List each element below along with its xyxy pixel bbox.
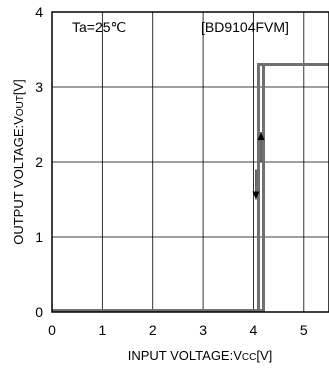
y-tick-label: 1 bbox=[35, 229, 43, 245]
x-axis-label-sub: CC bbox=[242, 352, 256, 363]
x-tick-label: 0 bbox=[48, 322, 56, 338]
x-tick-label: 3 bbox=[199, 322, 207, 338]
y-tick-label: 4 bbox=[35, 4, 43, 20]
series-group bbox=[52, 63, 329, 312]
y-tick-label: 0 bbox=[35, 304, 43, 320]
x-axis-label: INPUT VOLTAGE:VCC[V] bbox=[128, 348, 273, 363]
series-line-2 bbox=[52, 63, 329, 312]
y-axis-label-main: OUTPUT VOLTAGE:V bbox=[11, 116, 26, 245]
grid bbox=[52, 12, 329, 312]
plot-frame bbox=[51, 11, 329, 313]
x-axis-label-unit: [V] bbox=[256, 348, 272, 363]
arrow-down-head bbox=[252, 191, 260, 200]
x-tick-label: 1 bbox=[98, 322, 106, 338]
y-tick-label: 2 bbox=[35, 154, 43, 170]
x-tick-label: 2 bbox=[149, 322, 157, 338]
y-axis-label-unit: [V] bbox=[11, 79, 26, 95]
model-annotation: [BD9104FVM] bbox=[201, 19, 289, 35]
x-tick-label: 4 bbox=[250, 322, 258, 338]
arrow-group bbox=[252, 132, 265, 200]
arrow-up-head bbox=[257, 132, 265, 140]
tick-labels: 0 1 2 3 4 5 0 1 2 3 4 bbox=[35, 4, 308, 338]
y-axis-label-sub: OUT bbox=[15, 95, 26, 116]
condition-annotation: Ta=25℃ bbox=[72, 19, 126, 35]
x-tick-label: 5 bbox=[300, 322, 308, 338]
y-axis-label: OUTPUT VOLTAGE:VOUT[V] bbox=[11, 79, 26, 245]
x-axis-label-main: INPUT VOLTAGE:V bbox=[128, 348, 242, 363]
series-line-1 bbox=[52, 63, 329, 312]
y-tick-label: 3 bbox=[35, 79, 43, 95]
